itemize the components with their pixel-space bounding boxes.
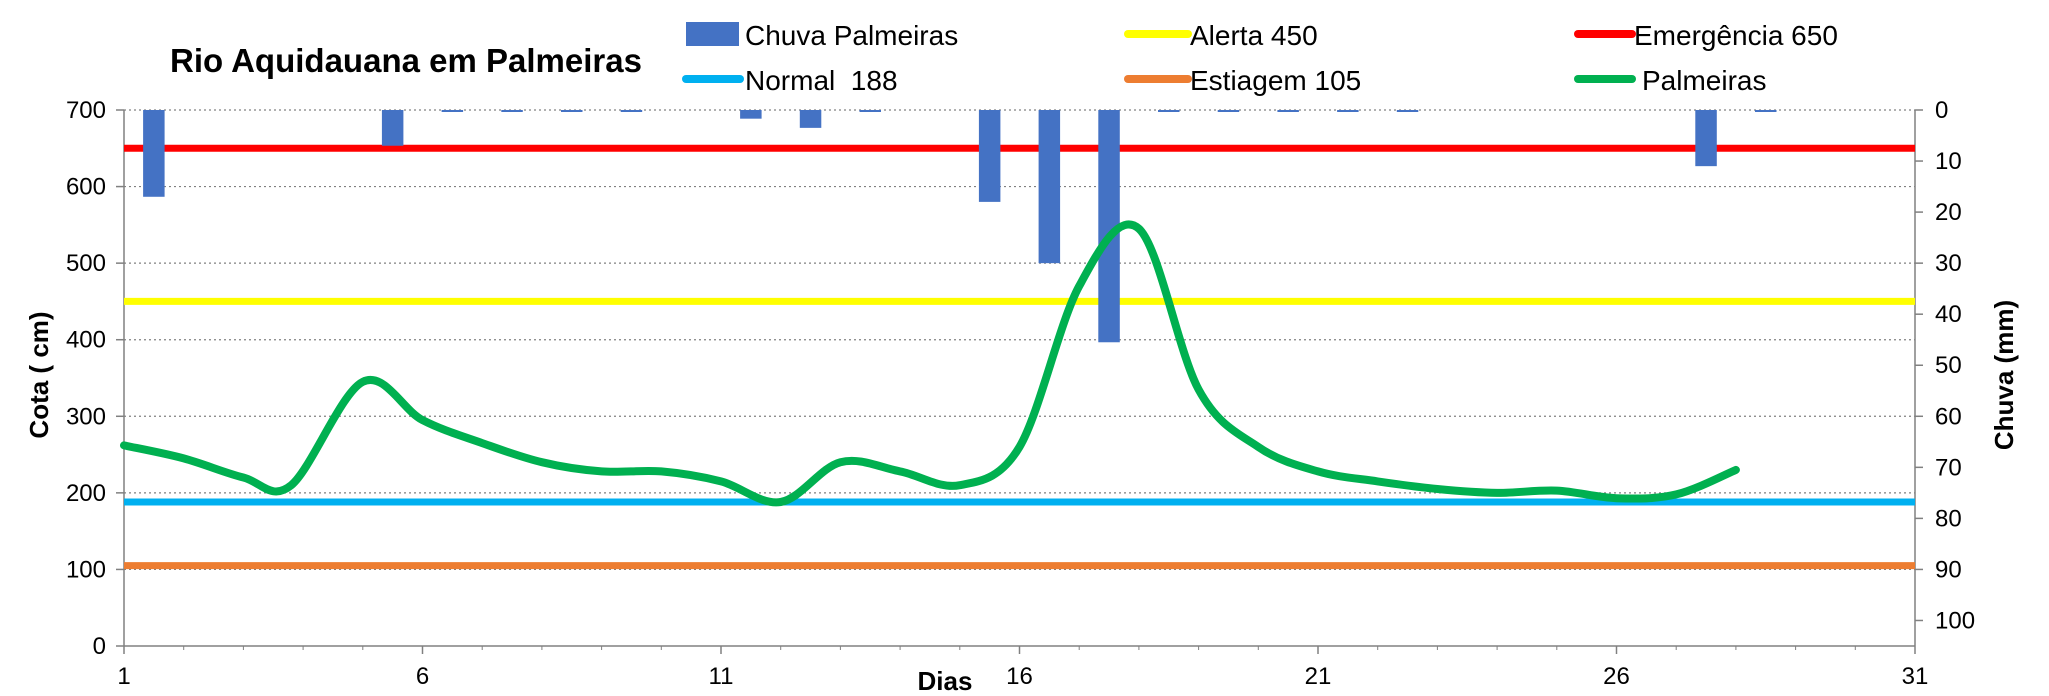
y-tick-label: 0 [93, 633, 106, 660]
x-axis-title: Dias [918, 666, 973, 696]
legend: Chuva Palmeiras Alerta 450 Emergência 65… [682, 20, 1838, 96]
rain-bar [381, 110, 404, 146]
rain-bar [620, 110, 643, 112]
y2-tick-label: 100 [1935, 607, 1975, 634]
rain-bar [1396, 110, 1419, 112]
rain-bar [143, 110, 165, 197]
x-tick-label: 26 [1603, 663, 1630, 690]
rain-bar [561, 110, 583, 112]
y-tick-label: 400 [66, 327, 106, 354]
y2-tick-label: 0 [1935, 97, 1948, 124]
y-tick-label: 600 [66, 174, 106, 201]
y2-axis-title: Chuva (mm) [1989, 300, 2019, 450]
axes [116, 109, 1923, 654]
rain-bar [1098, 110, 1120, 343]
y-tick-label: 200 [66, 480, 106, 507]
rain-bar [1277, 110, 1299, 112]
y-tick-label: 500 [66, 250, 106, 277]
x-tick-label: 16 [1006, 663, 1033, 690]
y2-tick-label: 70 [1935, 454, 1962, 481]
y2-tick-label: 60 [1935, 403, 1962, 430]
level-series [120, 220, 1740, 507]
legend-label-palmeiras: Palmeiras [1642, 65, 1766, 96]
y-tick-label: 700 [66, 97, 106, 124]
legend-label-emergencia: Emergência 650 [1634, 20, 1838, 51]
x-tick-label: 21 [1305, 663, 1332, 690]
rain-bar [1038, 110, 1061, 264]
x-tick-label: 31 [1902, 663, 1929, 690]
legend-label-alerta: Alerta 450 [1190, 20, 1318, 51]
rain-bar [1217, 110, 1240, 112]
rain-bar [1695, 110, 1717, 167]
legend-label-normal: Normal 188 [745, 65, 898, 96]
rain-bar [859, 110, 881, 112]
rain-bar [1158, 110, 1180, 112]
rain-bar [501, 110, 523, 112]
y2-tick-label: 80 [1935, 505, 1962, 532]
rain-bar [740, 110, 762, 119]
x-tick-label: 6 [416, 663, 429, 690]
legend-label-estiagem: Estiagem 105 [1190, 65, 1361, 96]
x-tick-label: 1 [117, 663, 130, 690]
y-axis-title: Cota ( cm) [24, 311, 54, 438]
rain-bar [978, 110, 1001, 202]
y-tick-label: 300 [66, 403, 106, 430]
legend-label-chuva: Chuva Palmeiras [745, 20, 958, 51]
rain-bars [143, 110, 1777, 343]
x-tick-label: 11 [709, 663, 734, 690]
y2-tick-label: 10 [1935, 148, 1962, 175]
gridlines [124, 109, 1915, 571]
legend-swatch-chuva [686, 22, 739, 46]
rain-bar [1755, 110, 1777, 112]
y2-tick-label: 30 [1935, 250, 1962, 277]
chart-title: Rio Aquidauana em Palmeiras [170, 42, 642, 79]
y2-tick-label: 20 [1935, 199, 1962, 226]
y2-tick-label: 40 [1935, 301, 1962, 328]
rain-bar [799, 110, 822, 128]
y2-tick-label: 50 [1935, 352, 1962, 379]
rain-bar [1337, 110, 1359, 112]
tick-labels: 0 100 200 300 400 500 600 700 0 10 20 30 40 50 60 70 80 9… [66, 97, 1975, 690]
rain-bar [441, 110, 464, 112]
y-tick-label: 100 [66, 556, 106, 583]
y2-tick-label: 90 [1935, 556, 1962, 583]
